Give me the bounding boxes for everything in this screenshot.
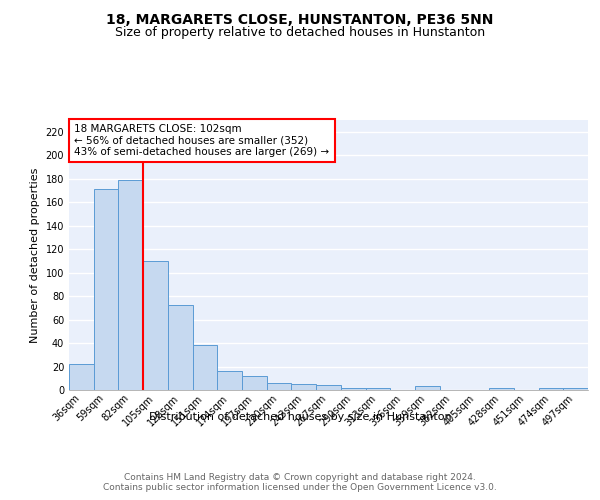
Bar (267, 383, 292, 390)
Text: Size of property relative to detached houses in Hunstanton: Size of property relative to detached ho… (115, 26, 485, 39)
Bar (415, 386, 440, 390)
Bar (341, 388, 365, 390)
Text: Distribution of detached houses by size in Hunstanton: Distribution of detached houses by size … (149, 412, 451, 422)
Bar (193, 346, 217, 390)
Bar (316, 386, 341, 390)
Bar (168, 306, 193, 390)
Bar (217, 371, 242, 390)
Text: 18, MARGARETS CLOSE, HUNSTANTON, PE36 5NN: 18, MARGARETS CLOSE, HUNSTANTON, PE36 5N… (106, 12, 494, 26)
Bar (489, 388, 514, 390)
Bar (539, 388, 563, 390)
Bar (563, 388, 588, 390)
Bar (118, 180, 143, 390)
Bar (94, 190, 118, 390)
Y-axis label: Number of detached properties: Number of detached properties (30, 168, 40, 342)
Bar (69, 364, 94, 390)
Text: 18 MARGARETS CLOSE: 102sqm
← 56% of detached houses are smaller (352)
43% of sem: 18 MARGARETS CLOSE: 102sqm ← 56% of deta… (74, 124, 329, 157)
Bar (292, 384, 316, 390)
Bar (365, 388, 390, 390)
Bar (143, 261, 168, 390)
Bar (242, 376, 267, 390)
Text: Contains HM Land Registry data © Crown copyright and database right 2024.
Contai: Contains HM Land Registry data © Crown c… (103, 472, 497, 492)
